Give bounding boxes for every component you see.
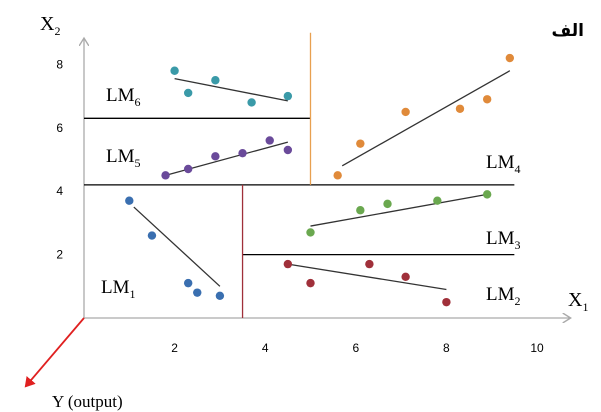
data-point-lm3 (482, 190, 492, 199)
output-axis-arrow (24, 317, 85, 388)
data-point-lm5 (238, 148, 247, 158)
y-tick-label: 8 (56, 57, 63, 71)
data-point-lm2 (401, 272, 410, 281)
data-point-lm6 (183, 88, 193, 98)
region-label-lm6: LM6 (106, 85, 141, 109)
data-point-lm3 (433, 196, 442, 205)
y-tick-label: 6 (56, 121, 63, 135)
region-label-lm1: LM1 (101, 277, 136, 301)
tick-labels: 2 4 6 8 10 2 4 6 8 (56, 57, 544, 355)
fit-line-lm1 (133, 206, 221, 287)
fit-line-lm6 (174, 78, 288, 102)
figure-label: الف (552, 21, 584, 41)
data-point-lm6 (283, 91, 293, 101)
data-point-lm3 (306, 228, 315, 237)
data-point-lm1 (125, 196, 134, 205)
data-point-lm4 (505, 53, 515, 63)
data-point-lm2 (306, 278, 315, 288)
data-point-lm1 (215, 291, 225, 301)
data-point-lm5 (283, 145, 293, 155)
data-point-lm1 (183, 278, 193, 288)
fit-line-lm5 (165, 141, 289, 176)
data-point-lm4 (356, 139, 365, 148)
fit-lines (133, 70, 511, 291)
split-lines (84, 32, 515, 318)
data-point-lm5 (161, 171, 170, 180)
x-axis-label: X1 (568, 289, 588, 314)
data-point-lm2 (283, 259, 293, 269)
data-point-lm4 (333, 171, 342, 180)
data-point-lm2 (442, 297, 451, 307)
region-label-lm2: LM2 (486, 284, 521, 308)
data-point-lm4 (482, 95, 492, 104)
y-tick-label: 4 (56, 184, 63, 198)
data-point-lm3 (383, 199, 392, 209)
data-point-lm4 (455, 104, 465, 113)
fit-line-lm2 (287, 263, 447, 291)
data-point-lm4 (401, 107, 410, 117)
output-axis-label: Y (output) (52, 392, 123, 411)
data-point-lm3 (356, 206, 365, 215)
y-axis-label: X2 (40, 13, 60, 38)
data-point-lm5 (183, 164, 193, 174)
y-tick-label: 2 (56, 248, 63, 262)
region-label-lm5: LM5 (106, 146, 141, 170)
data-point-lm1 (193, 288, 202, 297)
fit-line-lm4 (341, 70, 511, 167)
x-tick-label: 4 (262, 341, 269, 355)
x-tick-label: 10 (530, 341, 544, 355)
x-tick-label: 8 (443, 341, 450, 355)
data-points (125, 53, 515, 307)
data-point-lm5 (265, 136, 274, 145)
region-label-lm3: LM3 (486, 228, 521, 252)
data-point-lm6 (211, 76, 220, 85)
data-point-lm5 (211, 152, 220, 161)
region-label-lm4: LM4 (486, 152, 521, 176)
fit-line-lm3 (310, 193, 488, 227)
data-point-lm6 (247, 98, 256, 107)
x-tick-label: 2 (171, 341, 178, 355)
x-tick-label: 6 (352, 341, 359, 355)
data-point-lm6 (170, 66, 179, 75)
data-point-lm1 (147, 231, 157, 240)
data-point-lm2 (365, 259, 374, 269)
